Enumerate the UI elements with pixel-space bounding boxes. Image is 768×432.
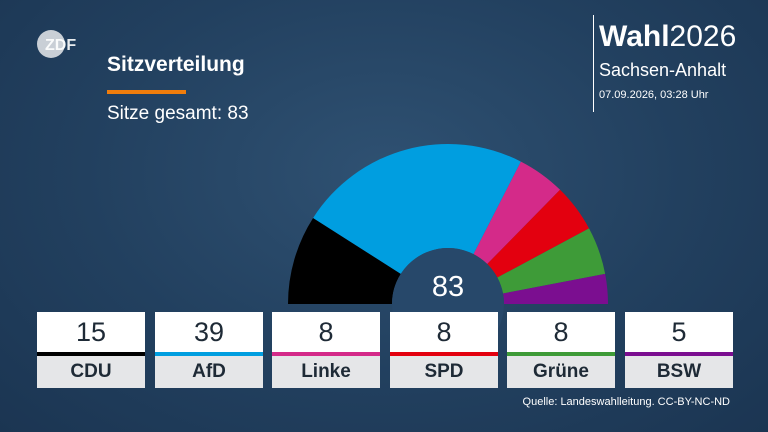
party-color-bar-linke	[272, 352, 380, 356]
party-name-grne: Grüne	[507, 356, 615, 388]
party-color-bar-afd	[155, 352, 263, 356]
seat-count-cdu: 15	[37, 312, 145, 352]
center-total-label: 83	[432, 271, 464, 303]
party-color-bar-cdu	[37, 352, 145, 356]
election-brand: Wahl2026	[599, 19, 736, 55]
seat-segment-cdu	[288, 217, 401, 304]
source-note: Quelle: Landeswahlleitung. CC-BY-NC-ND	[522, 396, 730, 408]
total-seats-label: Sitze gesamt: 83	[107, 103, 249, 124]
seat-count-afd: 39	[155, 312, 263, 352]
party-name-linke: Linke	[272, 356, 380, 388]
seat-count-spd: 8	[390, 312, 498, 352]
title-underline	[107, 90, 186, 94]
region-label: Sachsen-Anhalt	[599, 60, 727, 80]
party-card-cdu: 15 CDU	[37, 312, 145, 388]
header-divider	[593, 15, 594, 112]
party-name-afd: AfD	[155, 356, 263, 388]
page-title: Sitzverteilung	[107, 53, 245, 76]
party-color-bar-bsw	[625, 352, 733, 356]
brand-wahl: Wahl	[599, 20, 670, 53]
seat-count-bsw: 5	[625, 312, 733, 352]
party-card-bsw: 5 BSW	[625, 312, 733, 388]
party-card-linke: 8 Linke	[272, 312, 380, 388]
seat-segment-afd	[313, 143, 521, 274]
party-color-bar-grne	[507, 352, 615, 356]
party-cards: 15 CDU 39 AfD 8 Linke 8 SPD 8 Grüne 5 BSW	[37, 312, 733, 388]
seat-segment-spd	[487, 189, 590, 278]
timestamp: 07.09.2026, 03:28 Uhr	[599, 89, 709, 101]
party-card-spd: 8 SPD	[390, 312, 498, 388]
seat-count-grne: 8	[507, 312, 615, 352]
logo-text: ZDF	[45, 37, 76, 54]
seat-segment-grne	[497, 228, 606, 294]
seat-segment-bsw	[503, 273, 608, 304]
party-card-afd: 39 AfD	[155, 312, 263, 388]
brand-year: 2026	[669, 20, 737, 53]
zdf-logo: ZDF	[37, 30, 76, 58]
party-name-bsw: BSW	[625, 356, 733, 388]
seat-segment-linke	[473, 161, 561, 265]
party-name-spd: SPD	[390, 356, 498, 388]
seat-count-linke: 8	[272, 312, 380, 352]
party-color-bar-spd	[390, 352, 498, 356]
party-name-cdu: CDU	[37, 356, 145, 388]
party-card-grne: 8 Grüne	[507, 312, 615, 388]
